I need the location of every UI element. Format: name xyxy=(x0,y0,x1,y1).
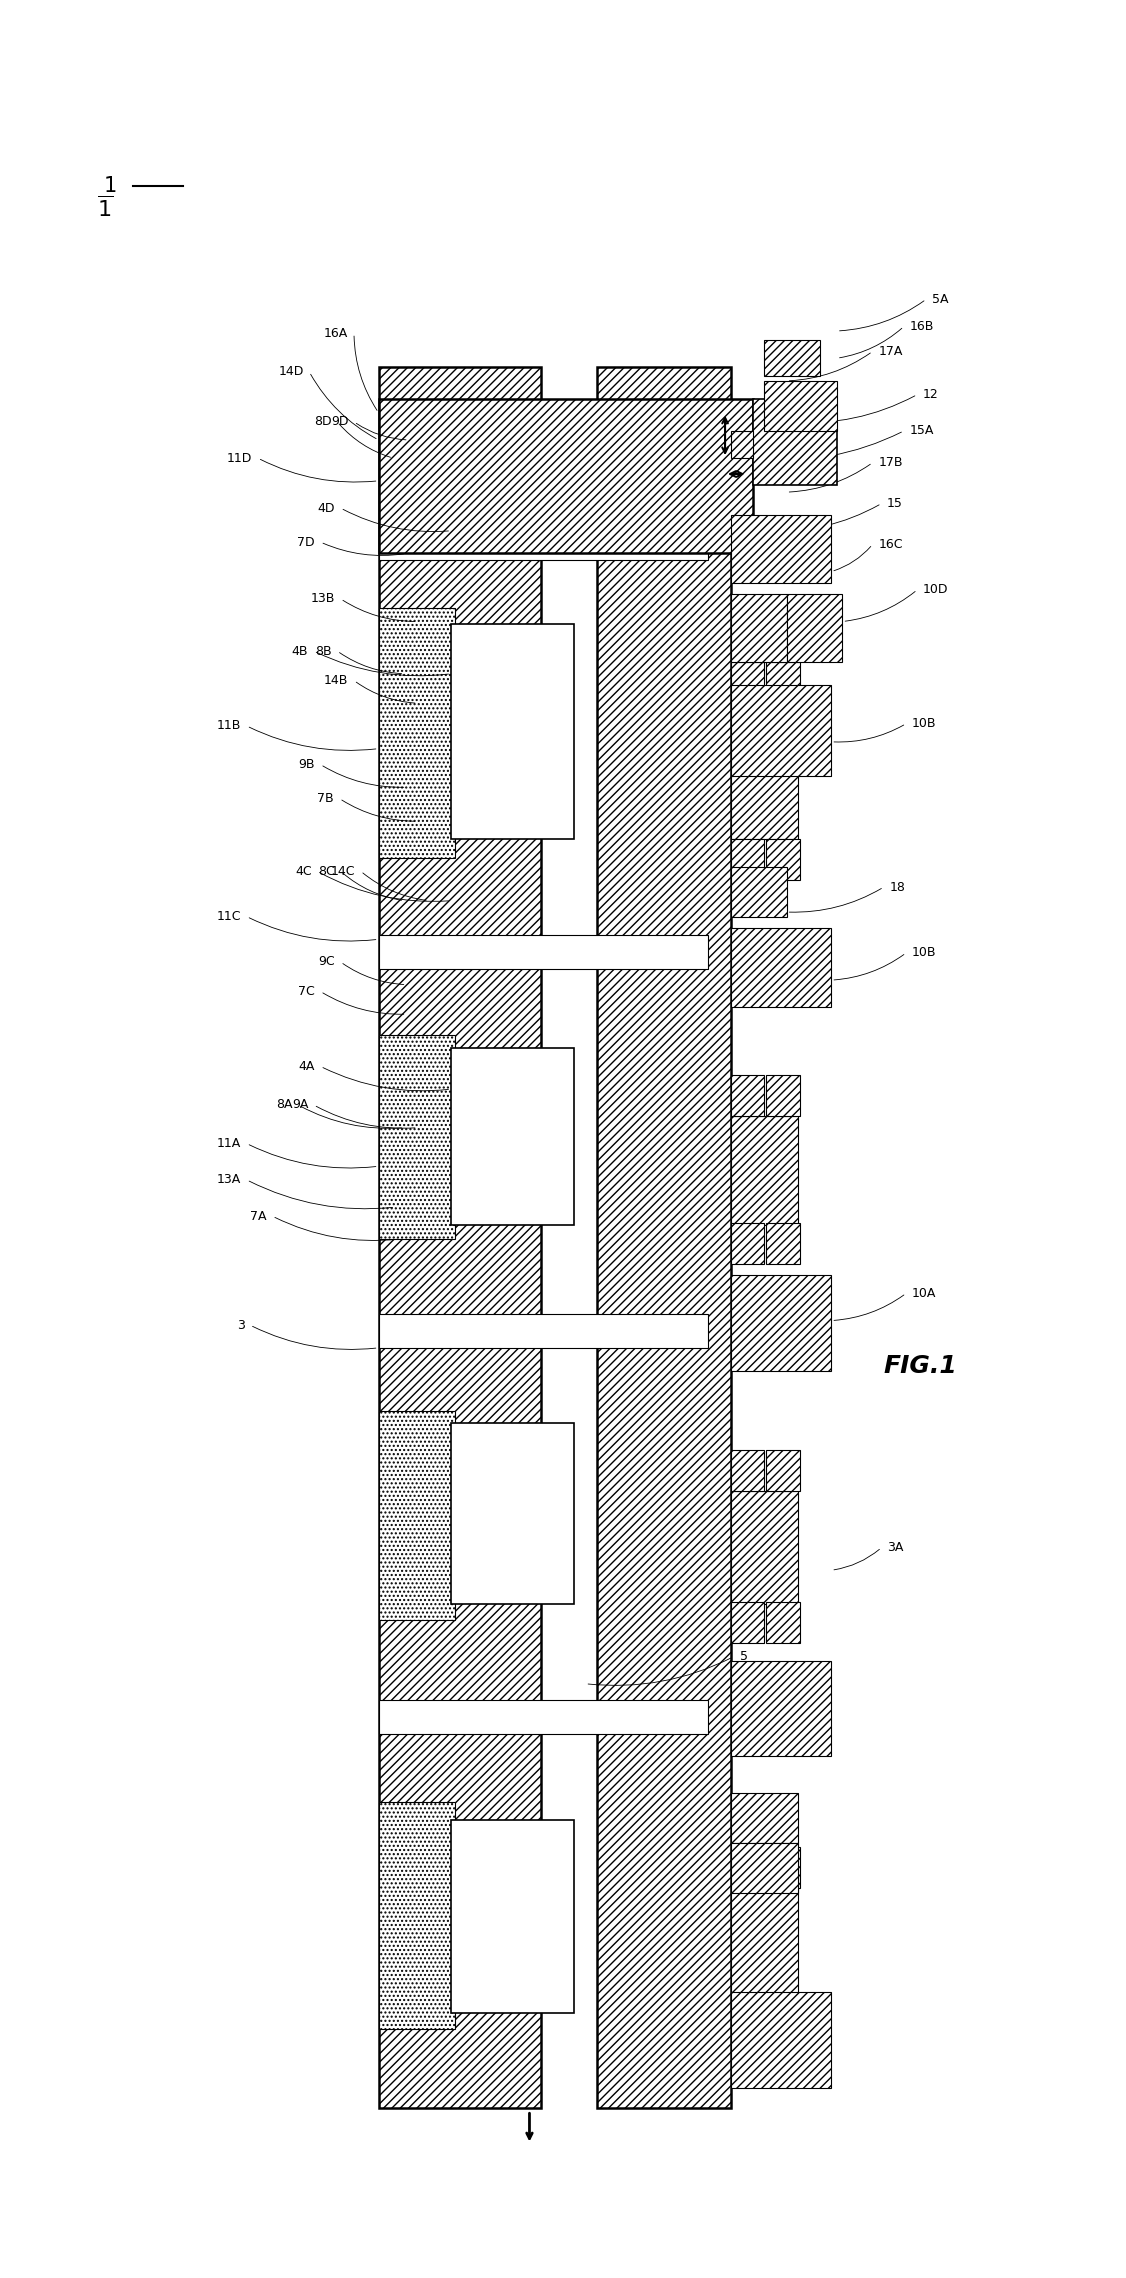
Text: 7B: 7B xyxy=(318,793,334,804)
Bar xyxy=(767,1449,799,1490)
Text: 8C: 8C xyxy=(319,866,336,877)
Text: 16B: 16B xyxy=(910,319,933,333)
Bar xyxy=(731,1449,765,1490)
Text: 9A: 9A xyxy=(292,1098,309,1112)
Text: 7A: 7A xyxy=(250,1210,267,1223)
Bar xyxy=(731,1601,765,1642)
Bar xyxy=(767,1075,799,1116)
Text: 12: 12 xyxy=(923,387,939,401)
Bar xyxy=(378,1699,708,1734)
Bar xyxy=(787,595,842,663)
Bar xyxy=(765,339,820,376)
Bar xyxy=(452,1820,574,2014)
Text: 15: 15 xyxy=(887,497,903,510)
Text: FIG.1: FIG.1 xyxy=(884,1353,957,1378)
Text: 5: 5 xyxy=(740,1649,748,1663)
Bar xyxy=(767,838,799,879)
Bar xyxy=(731,704,797,838)
Bar xyxy=(731,1490,797,1604)
Text: 10B: 10B xyxy=(912,945,936,959)
Text: 14D: 14D xyxy=(278,364,304,378)
Bar xyxy=(597,367,731,2107)
Text: 5A: 5A xyxy=(932,294,948,305)
Text: 11C: 11C xyxy=(216,911,241,923)
Text: 7D: 7D xyxy=(297,535,315,549)
Text: 10D: 10D xyxy=(923,583,948,597)
Bar xyxy=(767,1223,799,1264)
Text: 8D: 8D xyxy=(314,415,332,428)
Bar xyxy=(378,608,455,857)
Text: 11B: 11B xyxy=(216,720,241,734)
Text: $\overline{1}$: $\overline{1}$ xyxy=(97,196,113,221)
Text: 13B: 13B xyxy=(311,592,336,606)
Text: 14B: 14B xyxy=(324,674,348,688)
Bar xyxy=(731,431,753,458)
Bar xyxy=(452,624,574,838)
Bar xyxy=(378,934,708,968)
Bar xyxy=(731,1793,797,1843)
Text: 13A: 13A xyxy=(217,1173,241,1187)
Text: 14C: 14C xyxy=(331,866,355,877)
Bar xyxy=(767,2011,799,2052)
Text: 4C: 4C xyxy=(295,866,312,877)
Text: 11A: 11A xyxy=(217,1137,241,1150)
Bar xyxy=(452,1424,574,1604)
Bar xyxy=(767,1601,799,1642)
Text: 16C: 16C xyxy=(878,538,903,551)
Text: 3: 3 xyxy=(236,1319,244,1333)
Text: 4A: 4A xyxy=(298,1059,315,1073)
Bar xyxy=(378,1802,455,2030)
Text: 10A: 10A xyxy=(912,1287,936,1301)
Text: 7C: 7C xyxy=(298,984,315,998)
Text: 17A: 17A xyxy=(878,344,903,358)
Text: 10B: 10B xyxy=(912,718,936,731)
Bar xyxy=(378,1314,708,1349)
Bar xyxy=(378,1034,455,1239)
Bar xyxy=(731,1847,765,1888)
Bar xyxy=(731,1843,797,1893)
Text: 1: 1 xyxy=(104,175,117,196)
Bar xyxy=(767,663,799,704)
Text: 4D: 4D xyxy=(318,501,336,515)
Text: 8A: 8A xyxy=(276,1098,293,1112)
Bar xyxy=(731,838,765,879)
Text: 18: 18 xyxy=(890,882,905,893)
Bar xyxy=(452,1048,574,1226)
Bar xyxy=(378,367,540,2107)
Bar xyxy=(767,1847,799,1888)
Bar xyxy=(731,663,765,704)
Bar xyxy=(731,515,831,583)
Bar xyxy=(731,2011,765,2052)
Bar xyxy=(731,1116,797,1226)
Text: 9B: 9B xyxy=(298,759,315,770)
Text: 11D: 11D xyxy=(227,451,252,465)
Bar xyxy=(731,1888,797,2014)
Bar xyxy=(731,1276,831,1371)
Bar xyxy=(731,1223,765,1264)
Bar xyxy=(731,1993,831,2087)
Bar xyxy=(731,866,787,916)
Text: 3A: 3A xyxy=(887,1540,903,1554)
Text: 8B: 8B xyxy=(315,645,332,658)
Bar xyxy=(753,399,837,485)
Bar xyxy=(731,686,831,777)
Bar xyxy=(731,1661,831,1756)
Bar xyxy=(378,1412,455,1620)
Text: 9D: 9D xyxy=(331,415,348,428)
Text: 16A: 16A xyxy=(324,326,348,339)
Bar xyxy=(765,380,837,431)
Bar xyxy=(731,1075,765,1116)
Text: 9C: 9C xyxy=(319,954,336,968)
Text: 15A: 15A xyxy=(910,424,933,437)
Bar xyxy=(378,526,708,560)
Bar xyxy=(378,399,753,554)
Bar xyxy=(731,927,831,1007)
Text: 4B: 4B xyxy=(292,645,309,658)
Bar xyxy=(731,595,787,663)
Text: 17B: 17B xyxy=(878,456,903,469)
